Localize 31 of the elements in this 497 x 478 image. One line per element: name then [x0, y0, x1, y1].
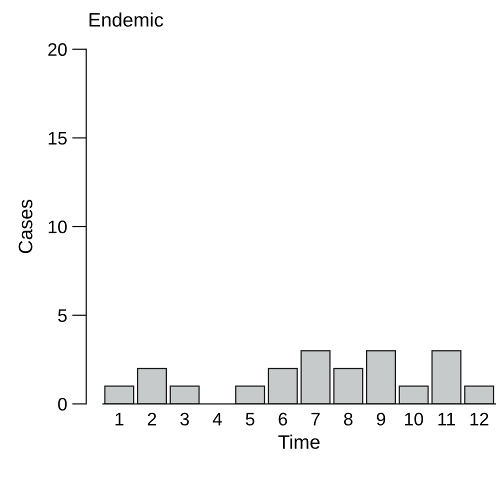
bar: [366, 350, 396, 404]
bar: [136, 368, 167, 404]
bar: [268, 368, 298, 404]
x-tick-label: 4: [212, 412, 222, 426]
x-tick-label: 3: [180, 412, 189, 426]
bar: [333, 368, 364, 404]
y-tick-label: 10: [48, 220, 67, 234]
x-tick-label: 11: [438, 412, 455, 426]
x-tick-label: 8: [344, 412, 353, 426]
chart-title: Endemic: [90, 12, 164, 27]
bar: [104, 386, 134, 404]
x-tick-label: 10: [405, 412, 424, 426]
bar: [235, 386, 266, 404]
x-tick-label: 12: [470, 412, 488, 426]
bar: [431, 350, 462, 404]
bar: [300, 350, 331, 404]
x-tick-label: 9: [376, 412, 386, 426]
bar: [170, 386, 200, 404]
x-axis-title: Time: [278, 434, 320, 449]
bar: [464, 386, 494, 404]
x-tick-label: 1: [116, 412, 124, 426]
y-axis-title: Cases: [18, 200, 32, 254]
y-tick-label: 0: [58, 398, 67, 411]
y-tick-label: 15: [48, 132, 67, 145]
x-tick-label: 5: [246, 412, 254, 426]
y-tick-label: 5: [58, 309, 67, 322]
x-tick-label: 2: [148, 412, 156, 426]
bar: [398, 386, 429, 404]
x-tick-label: 7: [311, 412, 320, 426]
y-tick-label: 20: [48, 43, 67, 56]
x-tick-label: 6: [278, 412, 288, 426]
